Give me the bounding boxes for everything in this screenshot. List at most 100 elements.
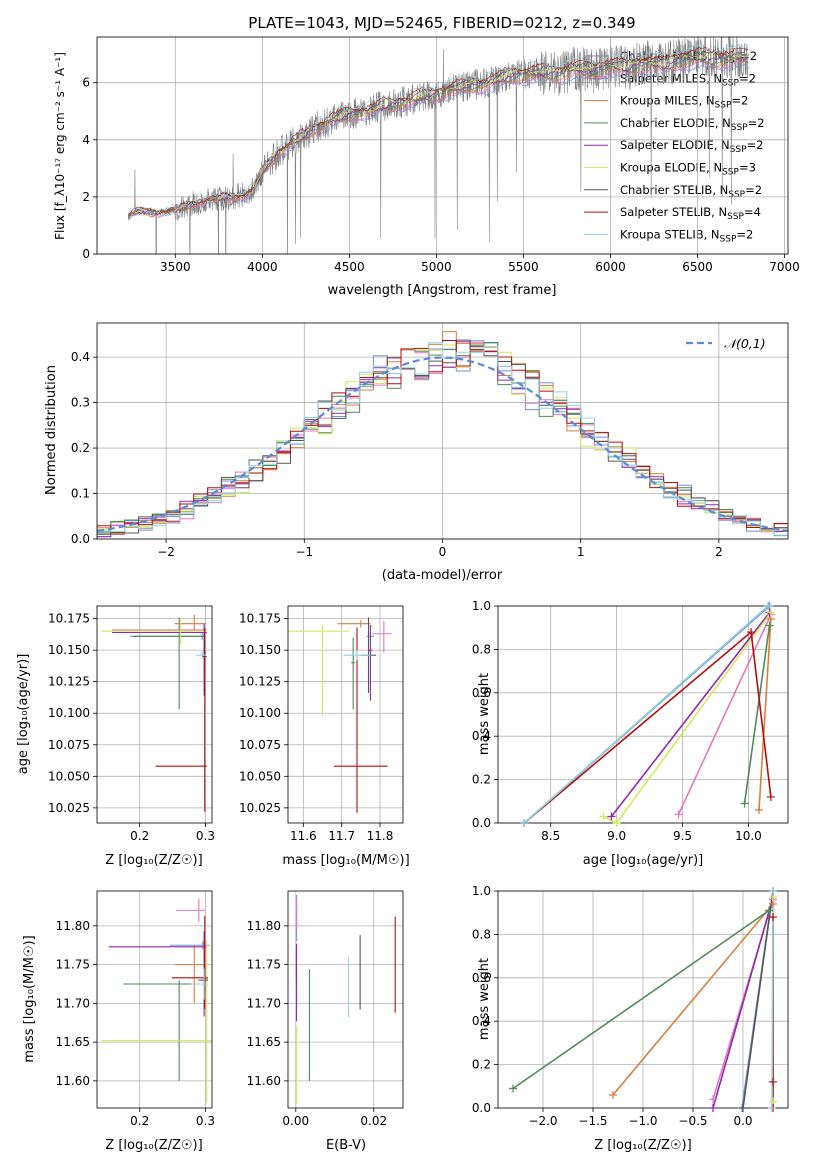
spectrum-plot-area xyxy=(127,37,749,254)
weight-marker-kroupa-stelib xyxy=(768,1104,776,1112)
weight-marker-chabrier-elodie xyxy=(765,621,774,630)
errorbar-kroupa-miles xyxy=(337,619,371,628)
age-vs-mass-x-tick-label: 11.6 xyxy=(290,829,317,843)
spectrum-y-tick-label: 2 xyxy=(82,190,90,204)
spectrum-model-salpeter-miles xyxy=(127,60,749,219)
weight-marker-salpeter-miles xyxy=(709,1095,717,1104)
mass-weight-vs-z-panel: Z [log₁₀(Z/Z☉)] mass weight −2.0 −1.5 −1.0… xyxy=(472,884,789,1153)
spectrum-model-chabrier-stelib xyxy=(128,49,749,219)
legend-count: =2 xyxy=(731,94,748,108)
legend-subscript: SSP xyxy=(720,234,737,244)
mass-weight-vs-age-y-tick-label: 0.4 xyxy=(472,729,491,743)
weight-line-salpeter-elodie xyxy=(610,612,771,817)
age-vs-mass-x-tick-label: 11.7 xyxy=(328,829,355,843)
weight-line-kroupa-elodie xyxy=(603,612,772,823)
mass-weight-vs-z-y-tick-label: 0.2 xyxy=(472,1058,491,1072)
mass-weight-vs-age-y-tick-label: 0.2 xyxy=(472,773,491,787)
mass-weight-vs-z-frame xyxy=(497,890,789,1109)
mass-vs-ebv-x-label: E(B-V) xyxy=(326,1138,366,1153)
mass-vs-z-frame xyxy=(96,890,213,1109)
residuals-y-tick-label: 0.1 xyxy=(71,487,90,501)
spectrum-x-tick-label: 6000 xyxy=(595,260,626,274)
mass-weight-vs-z-y-tick-label: 0.0 xyxy=(472,1101,491,1115)
weight-marker-salpeter-elodie xyxy=(709,1104,717,1112)
legend-count: =2 xyxy=(745,183,762,197)
histogram-kroupa-stelib xyxy=(97,342,788,539)
weight-marker-kroupa-elodie xyxy=(766,608,775,617)
spectrum-x-tick-label: 3500 xyxy=(160,260,191,274)
age-vs-z-x-tick-label: 0.2 xyxy=(130,829,149,843)
spectrum-panel: PLATE=1043, MJD=52465, FIBERID=0212, z=0… xyxy=(53,14,800,298)
mass-weight-vs-age-x-tick-label: 10.0 xyxy=(735,829,762,843)
residuals-y-tick-label: 0.0 xyxy=(71,532,90,546)
errorbar-kroupa-miles xyxy=(174,614,207,630)
errorbar-kroupa-elodie xyxy=(288,624,350,716)
errorbar-chabrier-elodie xyxy=(351,637,356,710)
legend-subscript: SSP xyxy=(727,212,744,222)
spectrum-x-tick-label: 6500 xyxy=(682,260,713,274)
spectrum-x-tick-label: 5500 xyxy=(508,260,539,274)
legend-subscript: SSP xyxy=(731,123,748,133)
mass-vs-z-axes: 0.2 0.3 11.60 11.65 11.70 11.75 11.80 xyxy=(56,890,215,1128)
legend-subscript: SSP xyxy=(728,190,745,200)
age-vs-z-grid xyxy=(97,606,212,823)
mass-vs-ebv-grid xyxy=(288,891,403,1108)
legend-count: =2 xyxy=(748,116,765,130)
age-vs-z-y-tick-label: 10.075 xyxy=(48,738,90,752)
residuals-y-tick-label: 0.3 xyxy=(71,396,90,410)
errorbar-kroupa-stelib xyxy=(190,968,208,1000)
mass-weight-vs-age-x-label: age [log₁₀(age/yr)] xyxy=(583,853,704,868)
weight-marker-salpeter-stelib xyxy=(766,792,775,801)
mass-weight-vs-z-plot-area xyxy=(512,891,774,1108)
mass-vs-ebv-x-tick-label: 0.02 xyxy=(360,1114,387,1128)
mass-weight-vs-z-y-tick-label: 1.0 xyxy=(472,884,491,898)
spectrum-model-chabrier-miles xyxy=(128,63,749,222)
mass-vs-z-y-label: mass [log₁₀(M/M☉)] xyxy=(22,935,37,1062)
residuals-y-tick-label: 0.4 xyxy=(71,350,90,364)
mass-vs-ebv-plot-area xyxy=(295,894,396,1105)
residuals-x-tick-label: −1 xyxy=(295,545,313,559)
weight-line-chabrier-elodie xyxy=(743,625,771,804)
mass-weight-vs-z-x-tick-label: −1.5 xyxy=(578,1114,607,1128)
errorbar-kroupa-stelib xyxy=(195,651,207,659)
errorbar-salpeter-elodie xyxy=(112,623,207,696)
legend-subscript: SSP xyxy=(722,168,739,178)
mass-weight-vs-z-y-tick-label: 0.8 xyxy=(472,927,491,941)
errorbar-kroupa-stelib xyxy=(343,650,371,661)
age-vs-z-x-tick-label: 0.3 xyxy=(196,829,215,843)
mass-vs-ebv-y-tick-label: 11.80 xyxy=(247,919,281,933)
mass-vs-ebv-y-tick-label: 11.60 xyxy=(247,1074,281,1088)
mass-weight-vs-z-x-tick-label: −0.5 xyxy=(678,1114,707,1128)
mass-vs-z-x-tick-label: 0.2 xyxy=(130,1114,149,1128)
weight-line-kroupa-miles xyxy=(612,903,774,1096)
legend-count: =2 xyxy=(747,138,764,152)
spectrum-x-tick-label: 4000 xyxy=(247,260,278,274)
mass-weight-vs-age-y-tick-label: 0.6 xyxy=(472,686,491,700)
mass-weight-vs-z-x-tick-label: 0.0 xyxy=(733,1114,752,1128)
mass-vs-z-y-tick-label: 11.75 xyxy=(56,958,90,972)
mass-vs-ebv-panel: E(B-V) 0.00 0.02 11.60 11.65 11.70 11.75 11.80 xyxy=(247,890,404,1153)
mass-weight-vs-z-y-tick-label: 0.6 xyxy=(472,971,491,985)
residuals-frame xyxy=(96,322,789,540)
spectrum-x-tick-label: 4500 xyxy=(334,260,365,274)
mass-vs-ebv-y-tick-label: 11.70 xyxy=(247,996,281,1010)
mass-weight-vs-age-axes: 8.5 9.0 9.5 10.0 0.0 0.2 0.4 0.6 0.8 1.0 xyxy=(472,599,789,843)
spectrum-x-label: wavelength [Angstrom, rest frame] xyxy=(328,283,557,298)
residuals-x-tick-label: 0 xyxy=(439,545,447,559)
weight-marker-kroupa-elodie xyxy=(599,812,608,821)
age-vs-z-y-tick-label: 10.125 xyxy=(48,675,90,689)
weight-line-kroupa-miles xyxy=(758,618,772,811)
age-vs-mass-y-tick-label: 10.100 xyxy=(239,706,281,720)
spectrum-x-tick-label: 5000 xyxy=(421,260,452,274)
age-vs-z-y-tick-label: 10.050 xyxy=(48,769,90,783)
mass-vs-z-y-tick-label: 11.80 xyxy=(56,919,90,933)
age-vs-mass-frame xyxy=(287,605,404,824)
legend-label-chabrier-elodie: Chabrier ELODIE, NSSP=2 xyxy=(620,116,765,133)
mass-weight-vs-age-x-tick-label: 9.5 xyxy=(673,829,692,843)
residuals-plot-area xyxy=(97,331,788,539)
age-vs-mass-panel: mass [log₁₀(M/M☉)] 11.6 11.7 11.8 10.025 10.… xyxy=(239,605,410,868)
mass-vs-ebv-y-tick-label: 11.65 xyxy=(247,1035,281,1049)
mass-weight-vs-age-y-tick-label: 1.0 xyxy=(472,599,491,613)
mass-weight-vs-z-x-tick-label: −2.0 xyxy=(528,1114,557,1128)
